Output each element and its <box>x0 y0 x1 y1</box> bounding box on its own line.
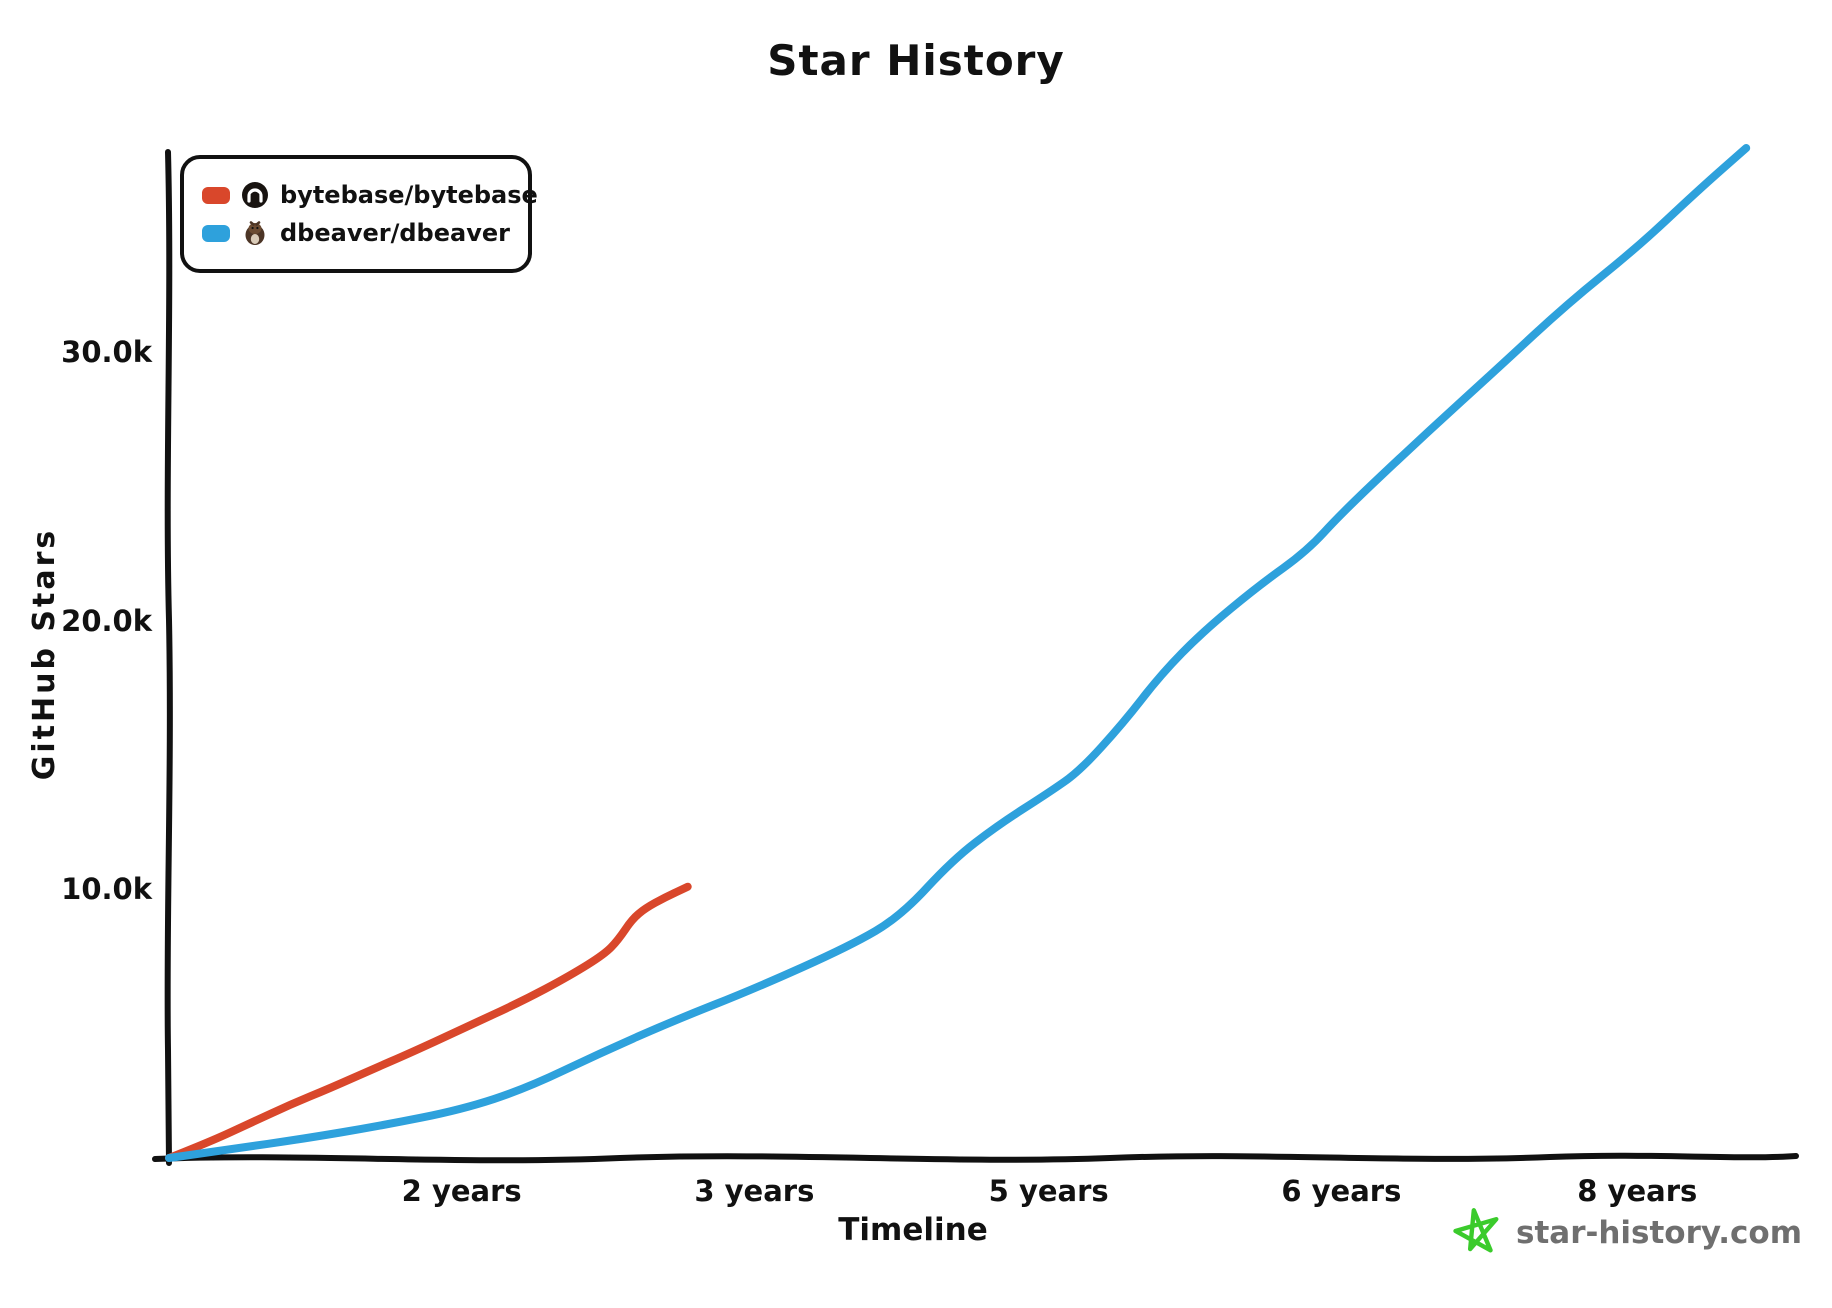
legend-item-dbeaver: dbeaver/dbeaver <box>202 219 510 247</box>
x-tick-label: 5 years <box>988 1174 1109 1208</box>
x-tick-label: 2 years <box>401 1174 522 1208</box>
series-line-bytebase <box>165 882 692 1162</box>
series-line-dbeaver <box>165 144 1751 1162</box>
legend-label-dbeaver: dbeaver/dbeaver <box>280 219 510 247</box>
bytebase-avatar-icon <box>242 182 268 208</box>
legend-box: bytebase/bytebase dbeaver/dbeaver <box>180 155 538 273</box>
chart-title: Star History <box>767 36 1065 85</box>
x-axis-title: Timeline <box>838 1212 988 1248</box>
dbeaver-color-swatch <box>202 224 230 242</box>
watermark: star-history.com <box>1448 1204 1802 1262</box>
watermark-text: star-history.com <box>1516 1215 1803 1251</box>
bytebase-color-swatch <box>202 186 230 204</box>
star-history-logo-icon <box>1453 1208 1499 1253</box>
x-tick-label: 6 years <box>1281 1174 1402 1208</box>
x-tick-label: 3 years <box>694 1174 815 1208</box>
y-axis-line <box>164 149 173 1166</box>
y-tick-label: 20.0k <box>61 603 152 638</box>
legend-item-bytebase: bytebase/bytebase <box>202 181 538 209</box>
y-tick-label: 30.0k <box>61 335 152 370</box>
dbeaver-avatar-icon <box>245 221 265 245</box>
y-tick-label: 10.0k <box>61 872 152 907</box>
x-axis-line <box>152 1152 1799 1164</box>
legend-label-bytebase: bytebase/bytebase <box>280 181 538 209</box>
x-tick-label: 8 years <box>1577 1174 1698 1208</box>
y-axis-title: GitHub Stars <box>27 527 62 781</box>
